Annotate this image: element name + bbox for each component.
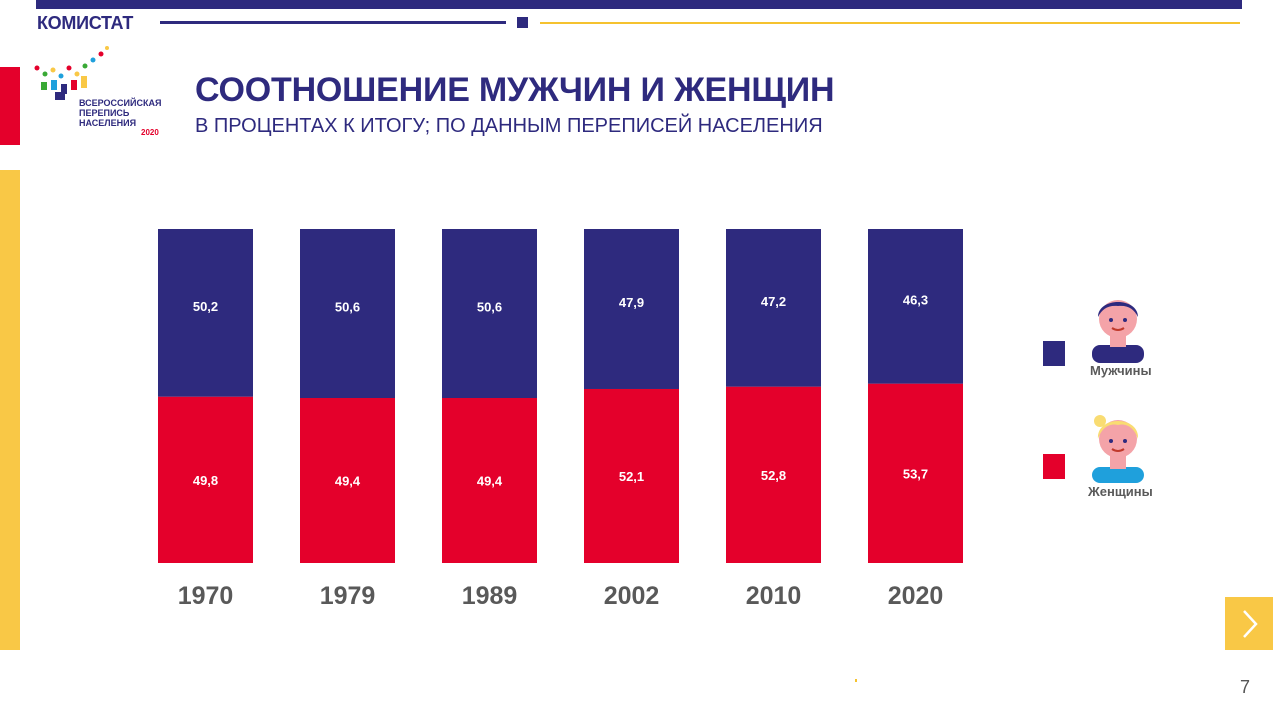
legend-swatch-men [1043,341,1065,366]
page-number: 7 [1240,677,1251,697]
chevron-right-icon [1243,610,1258,638]
bar-women-2010 [726,386,821,563]
data-label-women-1989: 49,4 [477,474,503,489]
legend-label-women: Женщины [1088,484,1153,499]
bar-women-2020 [868,383,963,563]
data-label-men-1979: 50,6 [335,300,360,315]
census-logo-icon [34,46,109,100]
bar-men-2002 [584,229,679,389]
side-accent-yellow [0,170,20,650]
bar-women-1970 [158,396,253,563]
x-tick-label-2020: 2020 [888,582,944,610]
data-label-men-1970: 50,2 [193,299,218,314]
data-label-women-2020: 53,7 [903,466,928,481]
bar-men-2010 [726,229,821,387]
x-tick-label-1989: 1989 [462,582,518,610]
data-label-women-1979: 49,4 [335,474,361,489]
decorative-dot [855,679,857,682]
data-label-men-2002: 47,9 [619,295,644,310]
next-slide-button[interactable] [1225,597,1273,650]
side-accent-red [0,67,20,145]
header-line-yellow [540,22,1240,24]
header-top-bar [36,0,1242,9]
man-avatar-icon [1092,300,1144,363]
header-square [517,17,528,28]
data-label-men-2010: 47,2 [761,294,786,309]
bar-women-2002 [584,388,679,563]
bar-women-1979 [300,398,395,563]
data-label-men-1989: 50,6 [477,300,502,315]
legend-swatch-women [1043,454,1065,479]
data-label-women-1970: 49,8 [193,473,218,488]
data-label-women-2010: 52,8 [761,468,786,483]
logo-year: 2020 [141,128,159,137]
legend-label-men: Мужчины [1090,363,1152,378]
bar-men-2020 [868,229,963,384]
header-line-navy [160,21,506,24]
data-label-women-2002: 52,1 [619,469,644,484]
bar-men-1979 [300,229,395,399]
bar-women-1989 [442,398,537,563]
data-label-men-2020: 46,3 [903,292,928,307]
x-tick-label-2010: 2010 [746,582,802,610]
bar-men-1970 [158,229,253,397]
x-tick-label-1979: 1979 [320,582,376,610]
x-tick-label-1970: 1970 [178,582,234,610]
bar-men-1989 [442,229,537,399]
slide-subtitle: В ПРОЦЕНТАХ К ИТОГУ; ПО ДАННЫМ ПЕРЕПИСЕЙ… [195,115,823,137]
x-tick-label-2002: 2002 [604,582,660,610]
woman-avatar-icon [1092,415,1144,483]
brand-name: КОМИСТАТ [37,13,134,33]
slide-title: СООТНОШЕНИЕ МУЖЧИН И ЖЕНЩИН [195,71,835,109]
logo-text: ВСЕРОССИЙСКАЯ ПЕРЕПИСЬ НАСЕЛЕНИЯ [79,98,162,128]
